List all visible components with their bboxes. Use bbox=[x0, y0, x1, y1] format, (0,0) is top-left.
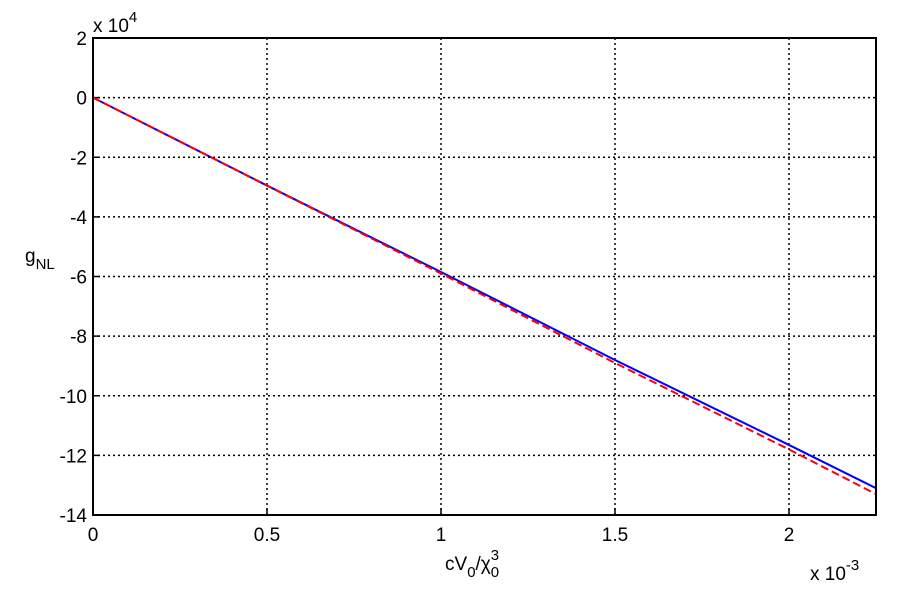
x-tick-label: 1.5 bbox=[602, 525, 628, 546]
x-tick-label: 0 bbox=[88, 525, 99, 546]
label-part: 0 bbox=[467, 564, 475, 581]
y-tick-label: -14 bbox=[60, 506, 88, 527]
y-tick-label: 0 bbox=[76, 89, 87, 110]
y-tick-label: -8 bbox=[70, 327, 87, 348]
label-part: cV bbox=[445, 554, 468, 575]
data-line bbox=[92, 96, 877, 490]
y-tick-label: -12 bbox=[60, 446, 87, 467]
axes-box bbox=[92, 37, 877, 516]
x-tick-label: 0.5 bbox=[254, 525, 280, 546]
label-part: 3 bbox=[491, 547, 499, 564]
x-axis-label: cV0/χ3 0 bbox=[445, 547, 499, 581]
data-line bbox=[92, 96, 877, 496]
y-multiplier: x 104 bbox=[93, 9, 137, 37]
label-part: 0 bbox=[491, 564, 499, 581]
y-tick-label: -6 bbox=[70, 268, 87, 289]
y-tick-label: -10 bbox=[60, 387, 87, 408]
label-part: x 10 bbox=[93, 16, 129, 37]
y-tick-label: -4 bbox=[70, 208, 87, 229]
y-tick-label: -2 bbox=[70, 148, 87, 169]
label-part: -3 bbox=[846, 557, 859, 574]
x-tick-label: 2 bbox=[784, 525, 795, 546]
label-part: g bbox=[25, 246, 36, 267]
y-tick-label: 2 bbox=[76, 29, 87, 50]
x-multiplier: x 10-3 bbox=[810, 557, 859, 585]
label-part: 4 bbox=[129, 9, 137, 26]
y-axis-label: gNL bbox=[25, 246, 55, 273]
label-part: /χ bbox=[476, 554, 491, 575]
label-part: x 10 bbox=[810, 564, 846, 585]
x-tick-label: 1 bbox=[436, 525, 447, 546]
label-part: NL bbox=[36, 256, 55, 273]
